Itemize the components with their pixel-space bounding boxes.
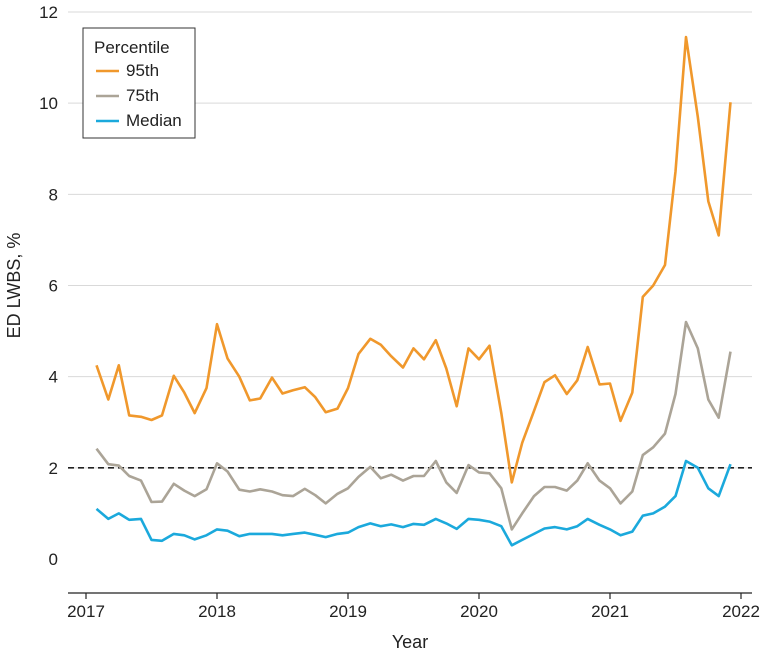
x-tick-label: 2021 bbox=[591, 602, 629, 621]
y-tick-label: 8 bbox=[49, 185, 58, 204]
legend-box bbox=[82, 27, 196, 139]
legend-label: Median bbox=[126, 111, 182, 130]
x-tick-label: 2019 bbox=[329, 602, 367, 621]
x-tick-label: 2017 bbox=[67, 602, 105, 621]
y-tick-label: 12 bbox=[39, 3, 58, 22]
x-tick-label: 2020 bbox=[460, 602, 498, 621]
series-line-75th bbox=[95, 320, 732, 531]
x-tick-label: 2018 bbox=[198, 602, 236, 621]
y-axis-title: ED LWBS, % bbox=[4, 233, 24, 339]
y-tick-label: 0 bbox=[49, 550, 58, 569]
y-tick-label: 10 bbox=[39, 94, 58, 113]
y-tick-label: 6 bbox=[49, 277, 58, 296]
series-lines bbox=[95, 35, 732, 547]
series-line-median bbox=[95, 459, 732, 547]
series-line-95th bbox=[95, 35, 732, 484]
tick-labels: 0 2 4 6 8 10 12 2017 2018 2019 2020 2021 2022 bbox=[39, 3, 760, 621]
y-tick-label: 2 bbox=[49, 459, 58, 478]
x-axis-title: Year bbox=[392, 632, 428, 652]
legend-label: 75th bbox=[126, 86, 159, 105]
y-tick-label: 4 bbox=[49, 368, 58, 387]
legend-title: Percentile bbox=[94, 38, 170, 57]
legend-label: 95th bbox=[126, 61, 159, 80]
legend: Percentile 95th 75th Median bbox=[82, 27, 196, 139]
legend-items: 95th 75th Median bbox=[96, 61, 182, 130]
x-tick-label: 2022 bbox=[722, 602, 760, 621]
